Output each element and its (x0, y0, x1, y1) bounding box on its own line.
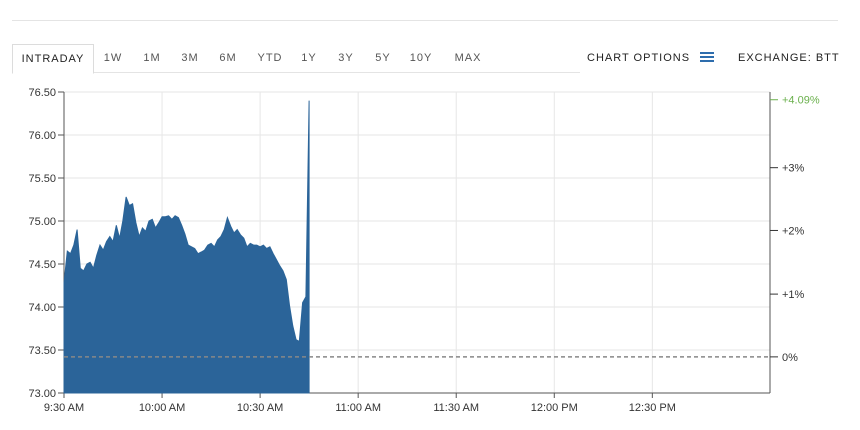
hamburger-menu-icon (700, 52, 715, 63)
percent-tick-label: +1% (782, 289, 805, 301)
tab-1m[interactable]: 1M (143, 52, 161, 64)
time-range-tabs: INTRADAY 1W 1M 3M 6M YTD 1Y 3Y 5Y 10Y MAX (12, 44, 580, 74)
y-tick-label: 73.50 (28, 345, 56, 357)
percent-tick-label: +2% (782, 225, 805, 237)
percent-tick-label: +4.09% (782, 95, 820, 107)
x-tick-label: 11:30 AM (433, 402, 479, 414)
chart-options-label: CHART OPTIONS (587, 52, 691, 64)
tab-intraday[interactable]: INTRADAY (12, 44, 94, 74)
tab-3y[interactable]: 3Y (338, 52, 354, 64)
tab-1w[interactable]: 1W (103, 52, 123, 64)
exchange-label: EXCHANGE: BTT (738, 52, 840, 64)
x-tick-label: 12:30 PM (629, 402, 676, 414)
y-tick-label: 76.50 (28, 87, 56, 99)
tab-10y[interactable]: 10Y (409, 52, 433, 64)
tab-1y[interactable]: 1Y (301, 52, 317, 64)
top-divider (12, 20, 838, 21)
y-tick-label: 73.00 (28, 388, 56, 400)
x-tick-label: 11:00 AM (335, 402, 381, 414)
percent-tick-label: +3% (782, 163, 805, 175)
percent-tick-label: 0% (782, 352, 798, 364)
x-tick-label: 10:30 AM (237, 402, 283, 414)
tab-max[interactable]: MAX (454, 52, 482, 64)
tab-3m[interactable]: 3M (181, 52, 199, 64)
y-tick-label: 75.00 (28, 216, 56, 228)
tab-6m[interactable]: 6M (219, 52, 237, 64)
x-tick-label: 12:00 PM (531, 402, 578, 414)
chart-options-button[interactable]: CHART OPTIONS (587, 44, 715, 72)
y-tick-label: 74.00 (28, 302, 56, 314)
tab-ytd[interactable]: YTD (257, 52, 283, 64)
price-area (63, 100, 310, 394)
y-tick-label: 76.00 (28, 130, 56, 142)
x-tick-label: 9:30 AM (44, 402, 84, 414)
x-tick-label: 10:00 AM (139, 402, 185, 414)
y-tick-label: 74.50 (28, 259, 56, 271)
tab-5y[interactable]: 5Y (375, 52, 391, 64)
y-tick-label: 75.50 (28, 173, 56, 185)
